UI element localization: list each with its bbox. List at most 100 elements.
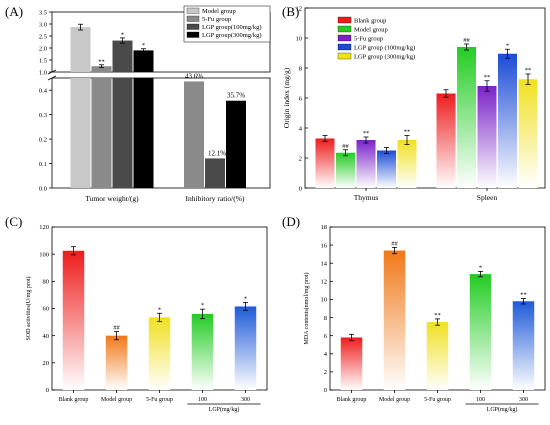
x-axis-title-c: LGP(mg/kg) [209,406,240,413]
legend-label: Model group [202,8,236,15]
legend-swatch [337,16,352,24]
x-category-label-c: 300 [241,397,250,403]
significance-label: ## [342,143,349,150]
x-category-label-a: Inhibitory ratio/(%) [186,194,245,203]
panel-label-c: (C) [5,214,22,229]
panel-label-b: (B) [282,4,299,19]
y-tick-label-a: 0.3 [39,112,47,119]
y-tick-label-c: 80 [43,279,50,286]
legend-label: LGP group (300mg/kg) [354,54,415,61]
y-tick-label-a: 3.0 [39,21,47,28]
significance-label: * [506,42,509,49]
bar [397,140,417,188]
legend-swatch [186,23,200,30]
x-category-label-c: Blank group [59,397,89,403]
bar [191,313,214,390]
bar [91,66,112,72]
significance-label: ** [363,130,370,137]
x-category-label-c: Model group [101,397,132,403]
legend-label: Model group [354,27,388,34]
y-tick-label-d: 14 [321,260,328,267]
bar [62,250,85,390]
y-tick-label-a: 1.0 [39,69,47,76]
y-tick-label-b: 0 [299,185,302,192]
x-category-label-d: 5-Fu group [424,397,451,403]
panel-label-d: (D) [282,214,300,229]
y-tick-label-a: 2.0 [39,45,47,52]
y-tick-label-b: 4 [299,125,303,132]
bar [315,138,335,188]
y-tick-label-b: 6 [299,95,303,102]
y-tick-label-c: 60 [43,306,50,313]
legend-swatch [337,52,352,60]
significance-label: * [158,306,161,313]
percent-label: 43.6% [185,72,203,80]
legend-swatch [337,25,352,33]
legend-swatch [337,43,352,51]
bar [70,27,91,72]
bar [133,78,154,188]
significance-label: * [121,31,124,38]
panel-label-a: (A) [5,4,23,19]
y-tick-label-a: 0.0 [39,185,47,192]
bar [426,322,449,390]
y-tick-label-c: 40 [43,333,50,340]
significance-label: ** [434,312,441,319]
x-category-label-c: 5-Fu group [146,397,173,403]
y-axis-title-b: Origin index (mg/g) [282,67,291,128]
bar [205,158,225,188]
axis-break-mark [47,75,57,81]
y-tick-label-d: 6 [324,333,328,340]
legend-label: LGP group (100mg/kg) [354,45,415,52]
x-category-label-a: Tumor weight/(g) [85,194,139,203]
bar [512,301,535,390]
legend-swatch [337,34,352,42]
y-tick-label-d: 18 [321,224,328,231]
significance-label: ** [484,74,491,81]
bar [91,78,112,188]
significance-label: * [201,302,204,309]
bar [477,86,497,188]
y-tick-label-d: 8 [324,315,327,322]
legend-label: LGP group(300mg/kg) [202,32,262,39]
bar [112,40,133,72]
y-tick-label-a: 0.1 [39,161,47,168]
y-tick-label-d: 10 [321,297,328,304]
y-tick-label-b: 2 [299,155,302,162]
bar [336,152,355,188]
legend-swatch [186,15,200,22]
percent-label: 35.7% [227,92,245,100]
significance-label: * [479,264,482,271]
y-tick-label-d: 0 [324,387,327,394]
legend-swatch [186,7,200,14]
bar [340,337,363,390]
significance-label: ** [404,129,411,136]
legend-label: LGP group(100mg/kg) [202,24,262,31]
significance-label: * [142,42,145,49]
y-tick-label-b: 12 [296,5,303,12]
bar [457,47,476,188]
y-tick-label-c: 0 [46,387,49,394]
legend-label: 5-Fu group [354,36,383,43]
y-tick-label-d: 2 [324,369,327,376]
bar [356,140,376,188]
y-tick-label-b: 8 [299,65,302,72]
bar [184,81,204,188]
y-tick-label-b: 10 [296,35,303,42]
y-tick-label-a: 1.5 [39,57,47,64]
y-axis-title-d: MDA contents(nmol/mg prot) [303,273,310,345]
bar [436,93,456,188]
bar [498,53,517,188]
y-tick-label-c: 120 [39,224,49,231]
x-category-label-c: 100 [198,397,207,403]
bar [112,78,133,188]
bar [133,50,154,72]
significance-label: ## [113,325,120,332]
x-axis-title-d: LGP(mg/kg) [487,406,518,413]
legend-swatch [186,31,200,38]
bar [377,150,396,188]
y-tick-label-a: 0.4 [39,88,48,95]
x-category-label-b: Thymus [354,193,379,202]
y-tick-label-a: 0.2 [39,136,47,143]
x-category-label-d: 100 [476,397,485,403]
